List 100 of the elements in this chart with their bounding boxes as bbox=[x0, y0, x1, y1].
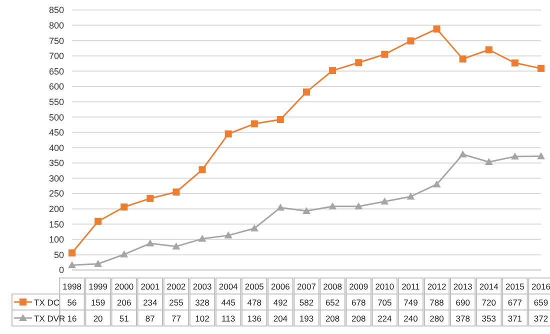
point bbox=[120, 250, 128, 258]
data-label: 705 bbox=[378, 298, 392, 308]
x-tick-label: 2012 bbox=[427, 282, 446, 292]
y-tick-label: 350 bbox=[48, 158, 64, 168]
data-label: 677 bbox=[508, 298, 522, 308]
point bbox=[484, 158, 493, 166]
point bbox=[381, 50, 388, 58]
y-tick-label: 450 bbox=[48, 128, 64, 138]
point bbox=[538, 64, 544, 72]
point bbox=[328, 202, 337, 210]
point bbox=[459, 55, 466, 62]
x-tick-label: 2004 bbox=[218, 282, 238, 292]
data-label: 77 bbox=[171, 314, 182, 324]
point bbox=[198, 166, 206, 174]
x-tick-label: 2016 bbox=[532, 282, 550, 292]
point bbox=[432, 180, 441, 188]
data-label: 16 bbox=[67, 314, 77, 324]
data-label: 206 bbox=[117, 298, 132, 308]
x-tick-label: 2002 bbox=[166, 282, 186, 292]
x-tick-label: 2015 bbox=[505, 282, 525, 292]
data-label: 582 bbox=[299, 298, 314, 308]
point bbox=[146, 239, 154, 246]
data-label: 749 bbox=[404, 298, 418, 308]
x-tick-label: 2008 bbox=[323, 282, 342, 292]
point bbox=[198, 234, 206, 242]
legend-label: TX DC bbox=[34, 298, 60, 308]
point bbox=[510, 152, 519, 160]
x-tick-label: 2003 bbox=[192, 282, 212, 292]
data-label: 788 bbox=[430, 298, 444, 308]
data-label: 136 bbox=[247, 314, 262, 324]
data-label: 652 bbox=[325, 298, 340, 308]
point bbox=[68, 249, 76, 256]
data-label: 87 bbox=[145, 314, 156, 324]
y-tick-label: 300 bbox=[48, 173, 64, 184]
y-tick-label: 400 bbox=[48, 142, 64, 153]
x-tick-label: 2000 bbox=[114, 282, 134, 292]
data-label: 204 bbox=[273, 314, 288, 324]
data-label: 371 bbox=[508, 314, 522, 324]
y-tick-label: 150 bbox=[48, 219, 64, 230]
data-label: 678 bbox=[352, 298, 366, 308]
data-label: 492 bbox=[273, 298, 288, 308]
data-label: 353 bbox=[482, 314, 496, 324]
data-label: 720 bbox=[482, 298, 496, 308]
data-label: 328 bbox=[195, 298, 210, 308]
x-tick-label: 2001 bbox=[140, 282, 160, 292]
data-label: 193 bbox=[299, 314, 314, 324]
point bbox=[172, 242, 180, 250]
data-label: 478 bbox=[247, 298, 262, 308]
point bbox=[380, 197, 389, 204]
x-tick-label: 1999 bbox=[88, 282, 108, 292]
point bbox=[354, 202, 363, 210]
data-label: 372 bbox=[534, 314, 548, 324]
point bbox=[276, 116, 284, 124]
x-tick-label: 2005 bbox=[244, 282, 264, 292]
point bbox=[172, 188, 180, 196]
y-tick-label: 250 bbox=[48, 188, 64, 199]
point bbox=[406, 192, 415, 200]
point bbox=[302, 206, 310, 214]
point bbox=[537, 152, 545, 160]
y-tick-label: 600 bbox=[48, 82, 64, 92]
y-tick-label: 850 bbox=[48, 5, 64, 16]
y-tick-label: 750 bbox=[48, 36, 64, 46]
point bbox=[485, 46, 492, 54]
data-label: 208 bbox=[352, 314, 366, 324]
x-tick-label: 1998 bbox=[62, 282, 82, 292]
y-tick-label: 500 bbox=[48, 112, 64, 122]
point bbox=[250, 224, 258, 232]
y-tick-label: 550 bbox=[48, 96, 64, 107]
point bbox=[94, 218, 102, 225]
point bbox=[146, 194, 154, 202]
x-tick-label: 2014 bbox=[479, 282, 499, 292]
y-tick-label: 700 bbox=[48, 51, 64, 62]
point bbox=[120, 203, 128, 210]
data-label: 20 bbox=[93, 314, 104, 324]
point bbox=[433, 25, 440, 32]
x-tick-label: 2011 bbox=[402, 282, 420, 292]
data-label: 255 bbox=[169, 298, 184, 308]
x-tick-label: 2009 bbox=[349, 282, 368, 292]
data-label: 690 bbox=[456, 298, 470, 308]
data-label: 659 bbox=[534, 298, 548, 308]
point bbox=[224, 130, 232, 138]
point bbox=[224, 231, 232, 238]
data-label: 51 bbox=[119, 314, 130, 324]
y-tick-label: 50 bbox=[54, 250, 64, 260]
data-label: 224 bbox=[378, 314, 392, 324]
point bbox=[94, 260, 102, 267]
y-tick-label: 650 bbox=[48, 66, 64, 76]
point bbox=[355, 59, 362, 66]
point bbox=[511, 59, 518, 66]
data-label: 56 bbox=[67, 298, 77, 308]
point bbox=[276, 204, 284, 211]
point bbox=[250, 120, 258, 128]
y-tick-label: 0 bbox=[58, 265, 64, 276]
data-label: 113 bbox=[222, 314, 236, 324]
point bbox=[458, 150, 467, 158]
legend-label: TX DVR bbox=[34, 314, 66, 324]
data-label: 208 bbox=[325, 314, 340, 324]
data-label: 234 bbox=[143, 298, 158, 308]
y-tick-label: 800 bbox=[48, 20, 64, 30]
x-tick-label: 2013 bbox=[453, 282, 473, 292]
